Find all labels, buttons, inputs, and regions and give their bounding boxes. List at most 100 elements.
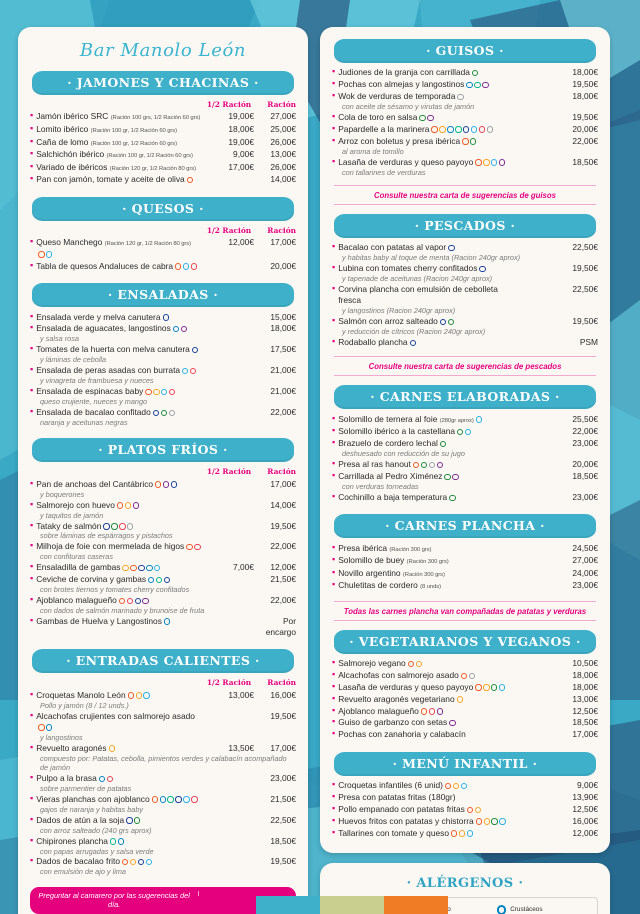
allergen-dot-sulfitos [452,473,459,481]
allergen-dots [479,265,486,273]
item-description: con dados de salmón marinado y brunoise … [40,605,205,615]
item-name: Gambas de Huelva y Langostinos [36,616,208,627]
allergen-dot-molusc [455,126,462,133]
item-quantity: (Ración 300 grs) [402,571,445,578]
item-description: deshuesado con reducción de su jugo [342,449,465,459]
item-bullet: ▪ [332,241,336,252]
item-description: y salsa rosa [40,334,79,344]
item-bullet: ▪ [30,519,34,530]
item-name: Presa al ras hanout [338,459,510,470]
menu-item: ▪ Carrillada al Pedro Ximénez 18,50€ [332,471,598,483]
item-bullet: ▪ [332,657,336,668]
allergen-dot-huevo [483,818,490,825]
allergen-dot-soja [419,114,426,121]
item-name: Caña de lomo (Ración 100 gr, 1/2 Ración … [36,136,178,147]
item-price-full: 17,50€ [270,344,296,355]
item-price-full: 12,00€ [572,827,598,838]
item-bullet: ▪ [30,385,34,396]
item-bullet: ▪ [30,855,34,866]
menu-item: ▪ Arroz con boletus y presa ibérica 22,0… [332,135,598,147]
item-bullet: ▪ [30,343,34,354]
item-name: Lasaña de verduras y queso payoyo [338,682,510,693]
item-name: Ensalada de peras asadas con burrata [36,365,208,376]
item-bullet: ▪ [332,791,336,802]
allergen-dots [116,501,140,509]
item-price-full: 22,00€ [270,594,296,605]
allergen-dot-pescado [439,318,447,326]
allergen-dots [191,346,199,354]
allergen-dot-pescado [191,346,199,354]
menu-item: ▪ Lubina con tomates cherry confitados 1… [332,263,598,275]
item-price-full: 21,50€ [270,574,296,585]
allergen-dot-frutos [194,543,201,551]
allergen-dot-huevo [458,830,466,837]
allergen-dot-sulfitos [498,159,506,166]
item-name: Guiso de garbanzo con setas [338,717,510,728]
item-description: y langostinos [40,732,83,742]
item-name: Tabla de quesos Andaluces de cabra [36,261,208,272]
allergen-dots [466,81,489,89]
menu-item: ▪ Wok de verduras de temporada 18,00€ [332,91,598,103]
item-bullet: ▪ [30,614,34,625]
menu-item: ▪ Caña de lomo (Ración 100 gr, 1/2 Ració… [30,136,296,149]
allergen-dot-otros [127,523,134,530]
allergen-dots [409,339,416,346]
item-bullet: ▪ [332,716,336,727]
section-items: ▪ Pan de anchoas del Cantábrico 17,00€ y… [30,478,296,640]
allergen-dot-soja [111,523,118,530]
allergen-dot-soja [471,70,479,77]
allergen-dots [444,473,459,481]
item-bullet: ▪ [332,283,336,294]
allergen-dot-gluten [431,126,438,133]
item-name: Ensalada de bacalao confitado [36,407,208,418]
allergen-dot-gluten [462,138,469,145]
menu-item: ▪ Solomillo ibérico a la castellana 22,0… [332,426,598,438]
menu-item: ▪ Judiones de la granja con carrillada 1… [332,67,598,79]
item-bullet: ▪ [332,692,336,703]
allergen-dot-crust [146,564,153,572]
item-price-full: 17,00€ [270,742,296,753]
allergen-dot-huevo [124,502,132,509]
menu-item: ▪ Lomito ibérico (Ración 100 gr, 1/2 Rac… [30,123,296,137]
allergen-dot-pescado [175,796,182,803]
item-name: Presa con patatas fritas (180gr) [338,792,456,803]
item-name: Lomito ibérico (Ración 100 gr, 1/2 Ració… [36,123,177,134]
allergen-dots [475,158,506,166]
item-name: Revuelto aragonés [36,743,208,754]
allergen-dots [186,176,194,184]
allergen-dots [118,597,149,604]
item-price-full: 23,00€ [572,580,598,591]
allergen-dots [151,795,198,803]
section-header: · QUESOS · [32,196,294,221]
item-quantity: (Ración 300 grs) [406,559,449,566]
menu-item: ▪ Huevos fritos con patatas y chistorra … [332,815,598,827]
item-name: Huevos fritos con patatas y chistorra [338,816,510,827]
allergen-dot-lacteos [183,796,190,803]
item-bullet: ▪ [30,110,34,121]
allergen-dot-gluten [38,724,45,731]
menu-item: ▪ Pan con jamón, tomate y aceite de oliv… [30,174,296,186]
item-bullet: ▪ [332,78,336,89]
bottom-bar-segment-2 [320,896,384,914]
menu-item: ▪ Croquetas infantiles (6 unid) 9,00€ [332,780,598,792]
item-bullet: ▪ [332,262,336,273]
item-price-full: 25,50€ [572,413,598,424]
allergen-dot-gluten [116,502,124,509]
section-items: ▪ Croquetas Manolo León 13,00€ 16,00€ Po… [30,689,296,878]
item-price-full: 14,00€ [270,174,296,185]
item-bullet: ▪ [332,336,336,346]
item-name: Variado de ibéricos (Ración 120 gr, 1/2 … [36,161,196,172]
allergen-dot-pescado [463,126,470,133]
allergen-dots [38,250,53,258]
menu-item: ▪ Revuelto aragonés vegetariano 13,00€ [332,693,598,705]
item-price-full: Por encargo [265,615,296,637]
item-bullet: ▪ [332,490,336,501]
allergen-dots [449,494,456,501]
restaurant-name: Bar Manolo León [79,40,247,61]
menu-item: ▪ Ensalada de bacalao confitado 22,00€ [30,406,296,419]
menu-item: ▪ Salmón con arroz salteado 19,50€ [332,316,598,328]
section-items: ▪ Bacalao con patatas al vapor 22,50€ y … [332,242,598,350]
menu-item: ▪ Presa con patatas fritas (180gr) 13,90… [332,792,598,804]
portion-half-label: 1/2 Ración [206,467,252,477]
item-name: Carrillada al Pedro Ximénez [338,471,510,482]
